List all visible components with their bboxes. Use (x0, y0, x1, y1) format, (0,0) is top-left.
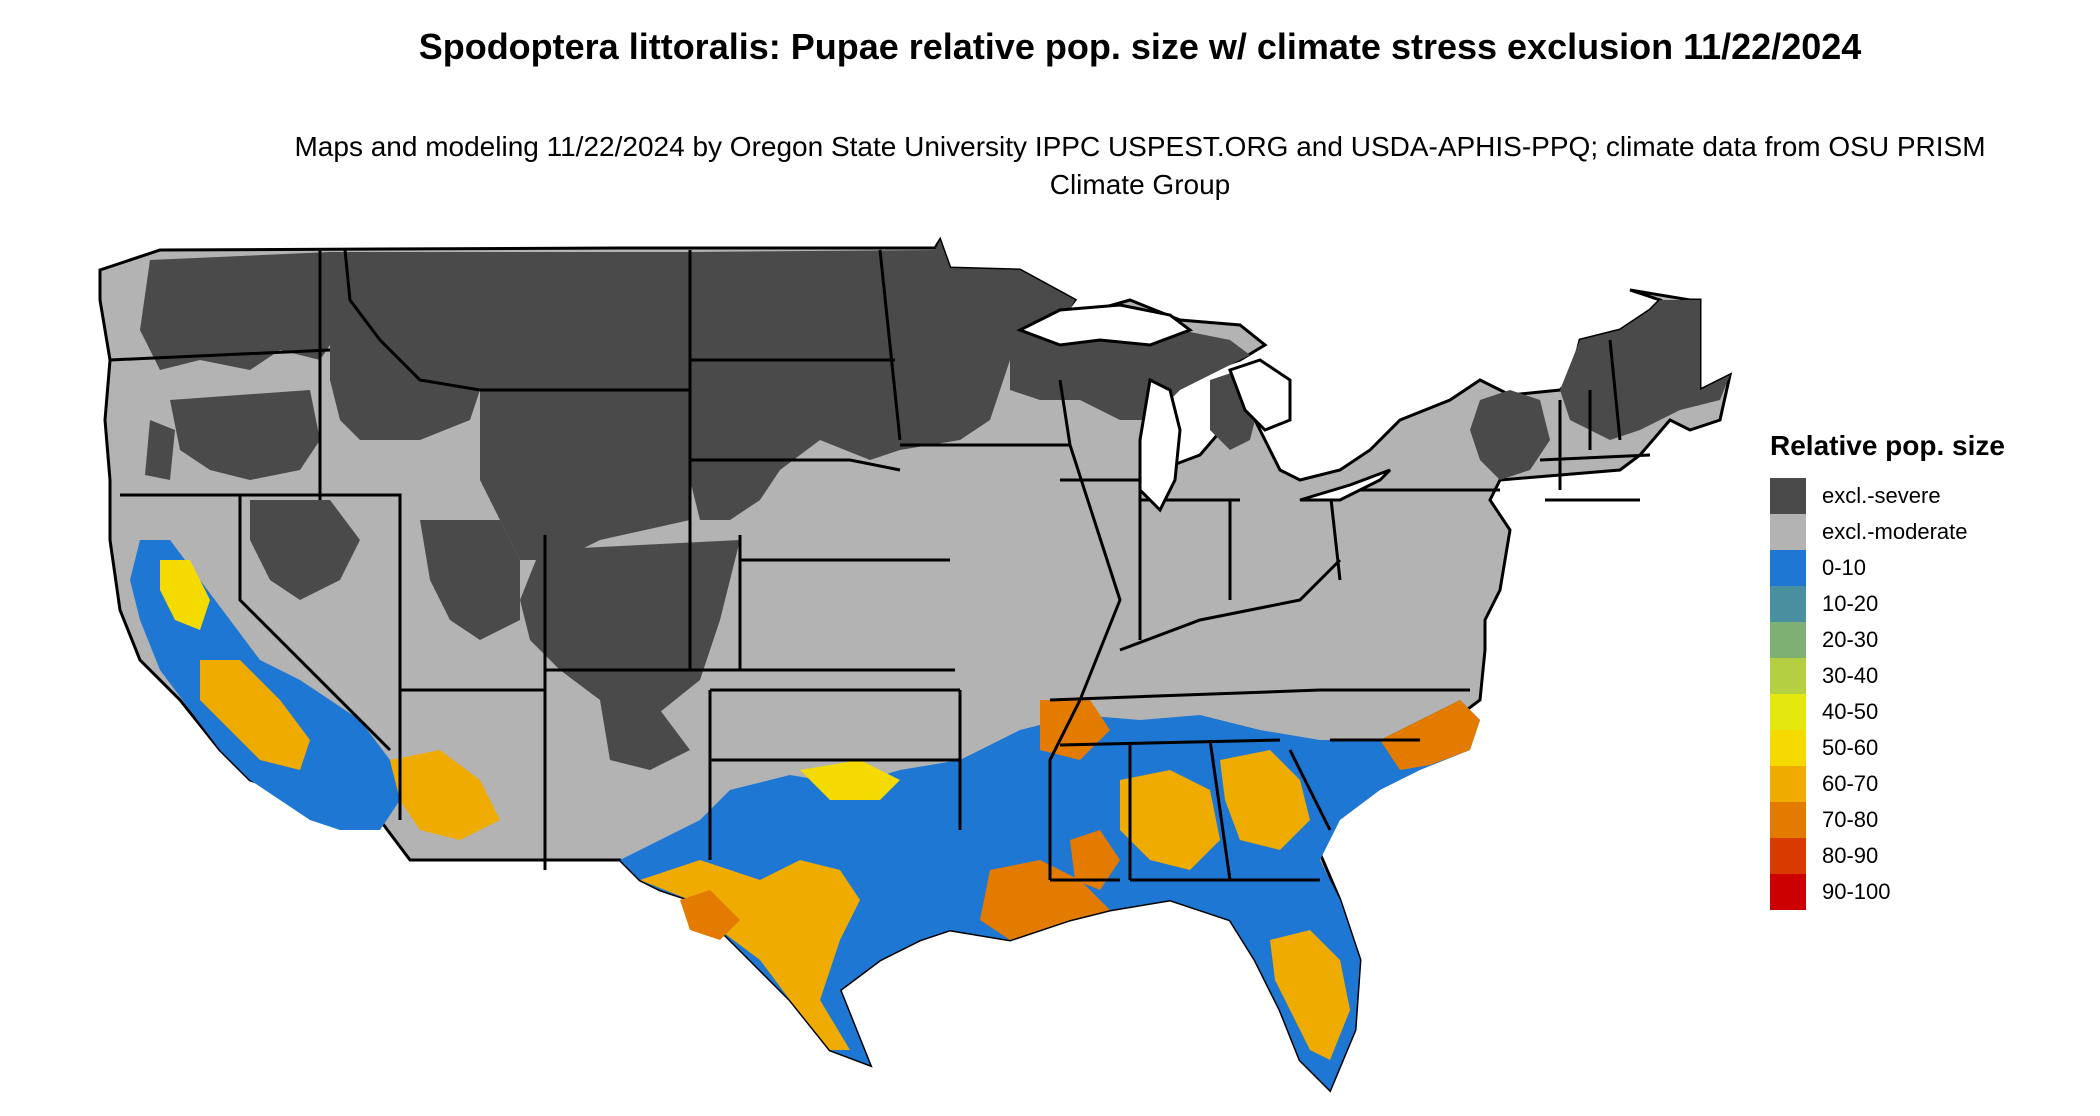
severe-colorado (520, 540, 740, 720)
patch-texas-west (680, 890, 740, 940)
boundary-ia-wi (1058, 379, 1072, 446)
legend-item: 50-60 (1770, 730, 2005, 766)
legend-swatch (1770, 730, 1806, 766)
legend-swatch (1770, 514, 1806, 550)
legend-swatch (1770, 802, 1806, 838)
legend-item: 40-50 (1770, 694, 2005, 730)
boundary-tn-south (1059, 738, 1281, 747)
legend-title: Relative pop. size (1770, 430, 2005, 461)
patch-alabama (1120, 770, 1220, 870)
legend-item: 90-100 (1770, 874, 2005, 910)
patch-mississippi (1070, 830, 1120, 890)
boundary-mn-west (878, 249, 902, 441)
lake-superior (1016, 303, 1194, 347)
legend-label: 0-10 (1822, 555, 1867, 580)
legend-item: 0-10 (1770, 550, 2005, 586)
legend-swatch (1770, 694, 1806, 730)
severe-idaho-montana (330, 252, 690, 440)
severe-new-york (1470, 390, 1550, 480)
boundary-ut-nv (240, 493, 402, 820)
legend-label: 90-100 (1822, 879, 1891, 904)
legend-swatch (1770, 478, 1806, 514)
severe-new-mexico (600, 700, 690, 770)
severe-oregon-west (145, 420, 175, 480)
severe-new-england (1560, 300, 1730, 440)
legend-label: 10-20 (1822, 591, 1879, 616)
boundary-sd-ne (690, 458, 901, 472)
patch-arizona (390, 750, 500, 840)
legend-items: excl.-severe excl.-moderate 0-10 10-20 20-30… (1770, 478, 2005, 910)
legend-swatch (1770, 586, 1806, 622)
boundary-oh-pa (1328, 489, 1342, 581)
legend-label: 20-30 (1822, 627, 1879, 652)
boundary-sc-ga (1288, 749, 1332, 831)
legend-item: 20-30 (1770, 622, 2005, 658)
boundary-mo-east (1068, 444, 1122, 701)
legend-label: 40-50 (1822, 699, 1879, 724)
legend-label: excl.-severe (1822, 483, 1941, 508)
map-subtitle: Maps and modeling 11/22/2024 by Oregon S… (294, 131, 1986, 200)
legend-label: 30-40 (1822, 663, 1879, 688)
legend-swatch (1770, 874, 1806, 910)
boundary-ca-nv (238, 495, 392, 752)
boundary-wa-or (109, 348, 331, 362)
patch-south-california (200, 660, 310, 770)
patch-georgia (1220, 750, 1310, 850)
severe-utah-east (420, 520, 520, 640)
legend-swatch (1770, 766, 1806, 802)
legend: Relative pop. size excl.-severe excl.-mod… (1770, 430, 2005, 910)
legend-item: 60-70 (1770, 766, 2005, 802)
legend-item: 30-40 (1770, 658, 2005, 694)
legend-item: excl.-severe (1770, 478, 2005, 514)
legend-swatch (1770, 658, 1806, 694)
lake-huron (1228, 358, 1292, 432)
boundary-ky-north (1119, 558, 1342, 652)
boundary-tn-north (1049, 688, 1321, 702)
severe-exclusion-regions (140, 240, 1730, 770)
boundary-idaho-montana (343, 249, 481, 392)
legend-swatch (1770, 838, 1806, 874)
patch-california-central (160, 560, 210, 630)
legend-label: 50-60 (1822, 735, 1879, 760)
severe-northwest (140, 252, 340, 370)
boundary-al-ga (1208, 739, 1232, 881)
legend-label: excl.-moderate (1822, 519, 1968, 544)
great-lakes (1016, 303, 1392, 513)
legend-label: 80-90 (1822, 843, 1879, 868)
patch-carolina (1380, 700, 1480, 770)
lake-erie (1299, 468, 1392, 502)
map-title: Spodoptera littoralis: Pupae relative po… (418, 26, 1862, 67)
legend-swatch (1770, 622, 1806, 658)
legend-item: 70-80 (1770, 802, 2005, 838)
severe-oregon-east (170, 390, 320, 480)
severe-nevada-utah (250, 500, 360, 600)
patch-oklahoma (800, 760, 900, 800)
state-boundaries (109, 249, 1651, 882)
severe-dakotas-minnesota (690, 240, 1075, 520)
legend-label: 60-70 (1822, 771, 1879, 796)
lake-michigan (1138, 377, 1182, 513)
legend-item: 10-20 (1770, 586, 2005, 622)
legend-swatch (1770, 550, 1806, 586)
boundary-ms-river (1048, 699, 1082, 880)
legend-item: 80-90 (1770, 838, 2005, 874)
boundary-ma-ct (1539, 453, 1651, 462)
severe-wyoming (480, 390, 690, 560)
legend-label: 70-80 (1822, 807, 1879, 832)
legend-item: excl.-moderate (1770, 514, 2005, 550)
boundary-nh-me (1608, 339, 1622, 441)
patch-florida (1270, 930, 1350, 1060)
patch-gulf-texas (640, 860, 860, 1050)
